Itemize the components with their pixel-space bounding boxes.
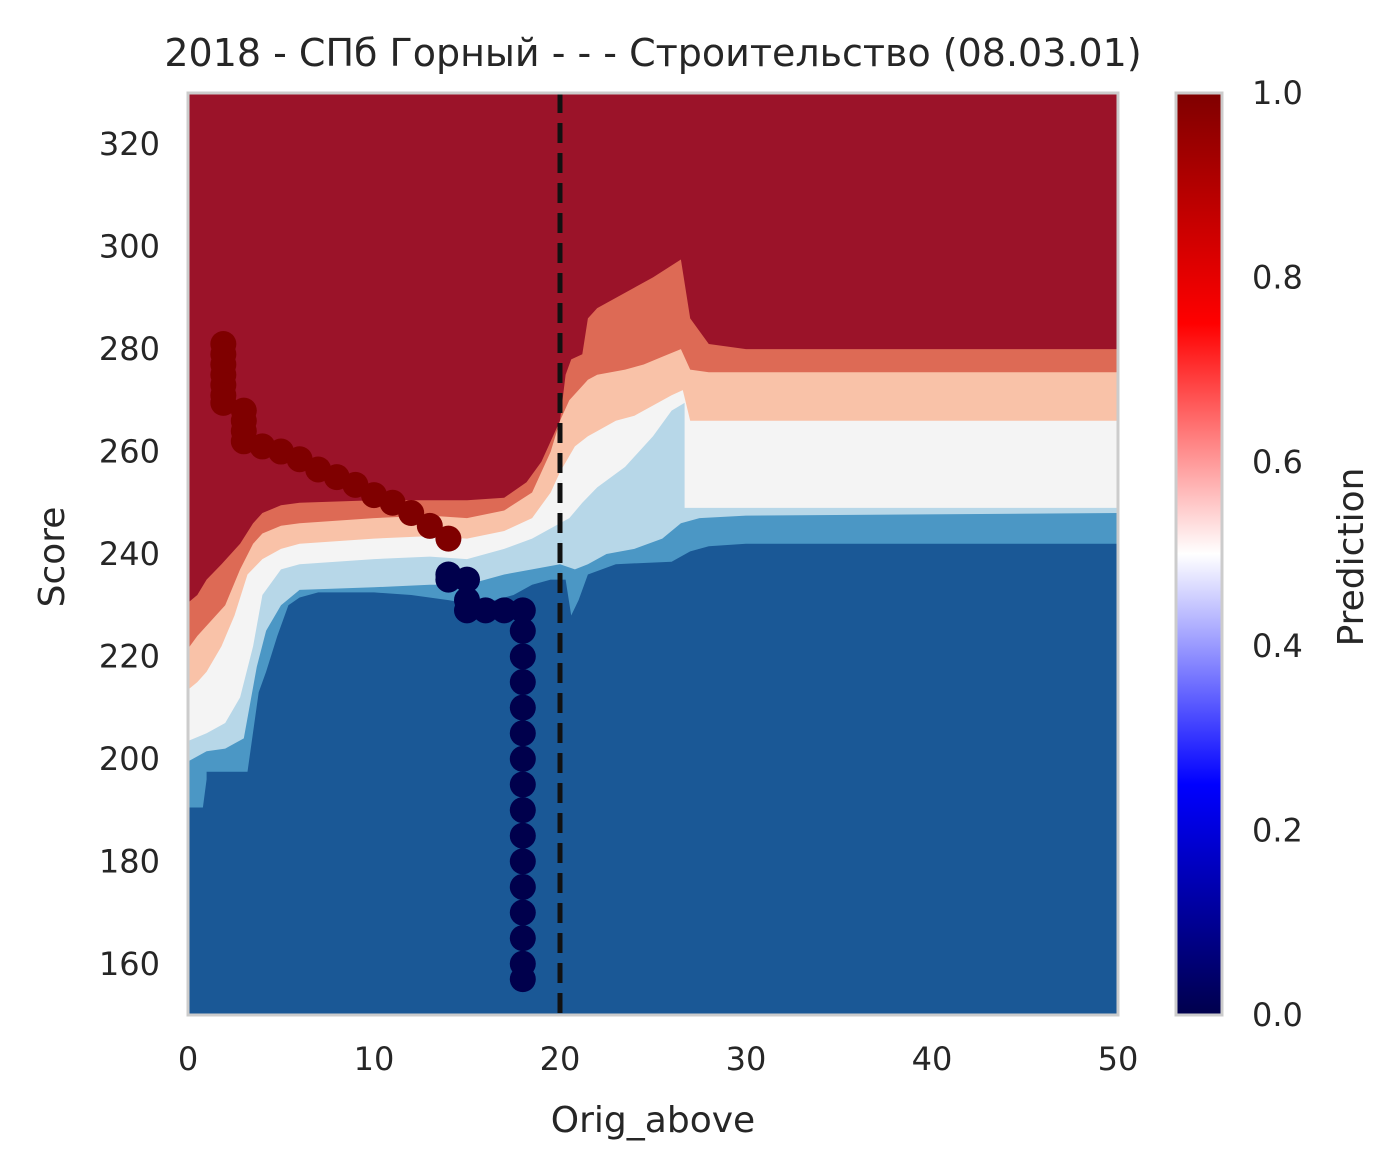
y-tick-label: 260 [99, 433, 160, 471]
colorbar-tick-label: 0.8 [1252, 258, 1303, 296]
scatter-point-low [509, 720, 536, 747]
scatter-point-low [509, 617, 536, 644]
scatter-point-low [454, 597, 480, 624]
colorbar-tick-label: 0.0 [1252, 996, 1303, 1034]
y-tick-label: 300 [99, 228, 160, 266]
scatter-point-low [509, 822, 536, 849]
colorbar-label: Prediction [1331, 468, 1372, 647]
scatter-point-low [509, 694, 536, 721]
scatter-point-low [509, 925, 536, 952]
scatter-point-low [509, 966, 536, 993]
scatter-point-high [416, 512, 443, 539]
colorbar-tick-label: 0.2 [1252, 812, 1303, 850]
scatter-point-high [435, 525, 462, 552]
colorbar-tick-label: 0.4 [1252, 627, 1303, 665]
y-tick-label: 280 [99, 330, 160, 368]
scatter-point-low [509, 899, 536, 926]
contour-band-0.875 [188, 93, 1118, 603]
x-tick-label: 20 [540, 1040, 581, 1078]
colorbar: 0.0 0.2 0.4 0.6 0.8 1.0 Prediction [1174, 74, 1372, 1034]
y-tick-label: 320 [99, 125, 160, 163]
scatter-point-high [398, 500, 425, 527]
y-axis-label: Score [32, 507, 73, 608]
scatter-point-low [509, 848, 536, 875]
y-axis-ticks: 160 180 200 220 240 260 280 300 320 [99, 125, 160, 983]
plot-frame [186, 91, 1120, 1017]
x-tick-label: 30 [726, 1040, 767, 1078]
scatter-point-low [509, 771, 536, 798]
x-axis-label: Orig_above [551, 1100, 755, 1141]
colorbar-tick-label: 0.6 [1252, 443, 1303, 481]
scatter-point-high [210, 389, 237, 416]
scatter-point-low [454, 566, 480, 593]
x-axis-ticks: 0 10 20 30 40 50 [178, 1040, 1139, 1078]
scatter-point-low [509, 745, 536, 772]
y-tick-label: 220 [99, 637, 160, 675]
scatter-point-low [509, 873, 536, 900]
plot-area [188, 93, 1118, 1015]
contour-layer [188, 93, 1118, 1015]
scatter-point-low [509, 669, 536, 696]
x-tick-label: 10 [354, 1040, 395, 1078]
scatter-point-low [491, 597, 518, 624]
scatter-layer [210, 330, 536, 993]
scatter-point-low [435, 566, 462, 593]
y-tick-label: 180 [99, 842, 160, 880]
scatter-point-low [472, 597, 499, 624]
scatter-point-low [509, 797, 536, 824]
chart-title: 2018 - СПб Горный - - - Строительство (0… [164, 31, 1141, 75]
y-tick-label: 200 [99, 740, 160, 778]
colorbar-ticks: 0.0 0.2 0.4 0.6 0.8 1.0 [1252, 74, 1303, 1034]
scatter-point-low [509, 597, 536, 624]
scatter-point-low [509, 643, 536, 670]
x-tick-label: 40 [912, 1040, 953, 1078]
colorbar-gradient [1174, 91, 1224, 1017]
x-tick-label: 50 [1098, 1040, 1139, 1078]
x-tick-label: 0 [178, 1040, 198, 1078]
y-tick-label: 240 [99, 535, 160, 573]
y-tick-label: 160 [99, 945, 160, 983]
colorbar-tick-label: 1.0 [1252, 74, 1303, 112]
